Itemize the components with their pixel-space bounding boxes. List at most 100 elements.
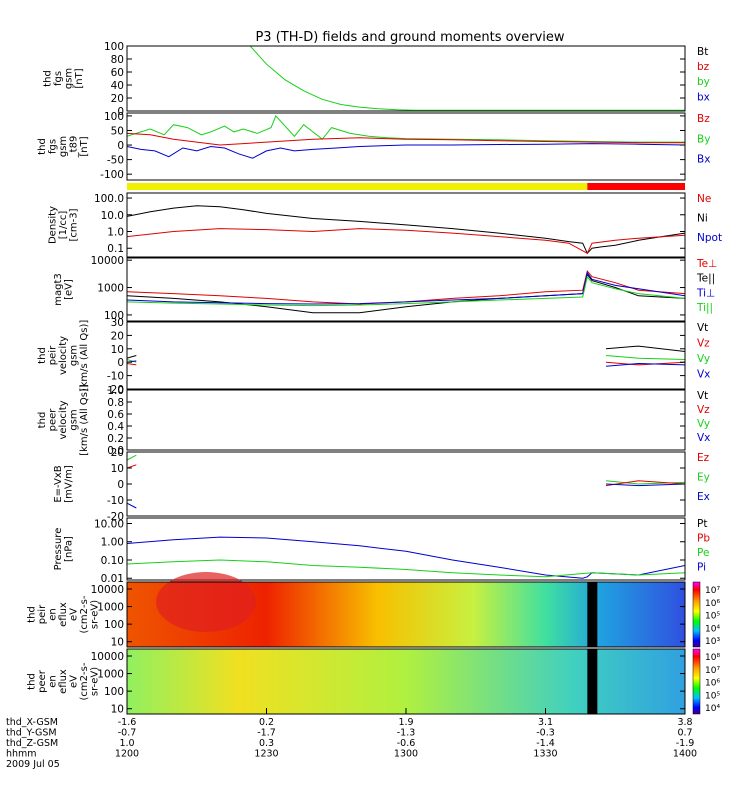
series-line — [605, 362, 685, 367]
series-line — [127, 271, 685, 305]
y-tick-label: 0.8 — [107, 397, 124, 409]
y-axis-label: gsm — [63, 68, 74, 89]
y-tick-label: -20 — [107, 384, 124, 396]
x-row-label: thd_Y-GSM — [6, 728, 57, 739]
x-row-value: 1330 — [533, 749, 557, 760]
y-tick-label: 20 — [111, 93, 124, 105]
y-axis-label: peir — [37, 604, 48, 624]
mode-bar-segment — [127, 183, 588, 190]
legend-entry: Ne — [697, 193, 711, 205]
y-axis-label: sr-eV) — [90, 600, 101, 629]
y-tick-label: 40 — [111, 80, 124, 92]
y-tick-label: -50 — [107, 155, 124, 167]
y-tick-label: 10 — [111, 344, 124, 356]
x-row-label: hhmm — [6, 749, 37, 760]
legend-entry: Te⊥ — [696, 258, 717, 270]
series-line — [127, 143, 685, 159]
series-line — [605, 483, 685, 487]
y-tick-label: 10000 — [91, 584, 124, 596]
y-axis-label: eflux — [58, 602, 69, 627]
y-tick-label: 0 — [117, 106, 124, 118]
data-gap — [587, 649, 598, 714]
y-tick-label: 100 — [104, 686, 124, 698]
y-tick-label: -100 — [100, 169, 124, 181]
y-tick-label: 1.0 — [107, 385, 124, 397]
y-tick-label: 1.0 — [107, 227, 124, 239]
series-line — [605, 355, 685, 360]
y-axis-label: [mV/m] — [63, 465, 74, 503]
y-axis-label: gsm — [58, 136, 69, 157]
y-axis-label: Pressure — [53, 528, 64, 571]
y-tick-label: 100 — [104, 111, 124, 123]
y-axis-label: sr-eV) — [90, 667, 101, 696]
colorbar-label: 10⁷ — [705, 666, 720, 676]
legend-entry: Vx — [697, 432, 710, 444]
series-line — [127, 359, 137, 363]
x-row-value: -1.6 — [118, 717, 137, 728]
x-row-label: thd_Z-GSM — [6, 738, 58, 749]
series-line — [127, 502, 137, 509]
y-axis-label: gsm — [69, 345, 80, 366]
y-axis-label: en — [48, 675, 59, 688]
y-tick-label: 10.0 — [101, 210, 124, 222]
colorbar-label: 10³ — [705, 637, 720, 647]
spectrogram-image — [127, 649, 685, 714]
series-line — [605, 480, 685, 487]
y-tick-label: -10 — [107, 371, 124, 383]
panel-frame — [126, 192, 686, 258]
y-tick-label: 80 — [111, 54, 124, 66]
y-tick-label: 20 — [111, 447, 124, 459]
series-line — [127, 355, 137, 359]
series-line — [127, 205, 685, 255]
y-axis-label: [1/cc] — [58, 211, 69, 240]
legend-entry: Pt — [697, 518, 707, 530]
y-tick-label: 50 — [111, 125, 124, 137]
x-row-value: -1.9 — [676, 738, 695, 749]
legend-entry: Ex — [697, 491, 710, 503]
y-tick-label: 1000 — [97, 669, 124, 681]
legend-entry: Pe — [697, 547, 709, 559]
legend-entry: Ni — [697, 212, 708, 224]
x-row-value: -1.7 — [257, 728, 276, 739]
panel-frame — [126, 45, 686, 112]
y-axis-label: peer — [37, 669, 48, 693]
y-tick-label: -20 — [107, 511, 124, 523]
y-tick-label: 0.1 — [107, 243, 124, 255]
x-row-value: -1.3 — [397, 728, 416, 739]
legend-entry: By — [697, 133, 710, 145]
panel-frame — [126, 389, 686, 451]
x-row-value: -1.4 — [536, 738, 555, 749]
y-tick-label: 10 — [111, 704, 124, 716]
series-line — [127, 132, 685, 146]
legend-entry: Vx — [697, 369, 710, 381]
legend-entry: Pi — [697, 561, 706, 573]
y-axis-label: [nT] — [79, 136, 90, 156]
x-row-value: 1200 — [115, 749, 139, 760]
y-tick-label: 0 — [117, 357, 124, 369]
panel-frame — [126, 451, 686, 517]
series-line — [127, 114, 685, 143]
y-tick-label: 100 — [104, 41, 124, 53]
legend-entry: Vt — [697, 390, 708, 402]
legend-entry: Npot — [697, 232, 722, 244]
y-axis-label: peer — [48, 408, 59, 432]
legend-entry: Ti⊥ — [696, 287, 715, 299]
colorbar-label: 10⁴ — [705, 704, 720, 714]
x-row-value: 3.8 — [677, 717, 692, 728]
series-line — [127, 270, 685, 305]
y-axis-label: thd — [37, 347, 48, 364]
y-axis-label: magt3 — [53, 273, 64, 306]
y-tick-label: 10.00 — [94, 518, 124, 530]
x-row-value: 1400 — [673, 749, 697, 760]
series-line — [249, 46, 685, 111]
legend-entry: Bz — [697, 113, 710, 125]
y-tick-label: 0 — [117, 140, 124, 152]
y-axis-label: (cm2-s- — [79, 595, 90, 633]
legend-entry: Te|| — [696, 273, 715, 285]
x-row-value: 1230 — [254, 749, 278, 760]
x-row-value: -0.7 — [118, 728, 137, 739]
y-tick-label: 0 — [117, 479, 124, 491]
panel-pressure: 10.00 1.00 0.10 0.01 Pressure [nPa] Pt Pb Pe Pi — [53, 517, 710, 585]
colorbar-label: 10⁴ — [705, 624, 720, 634]
